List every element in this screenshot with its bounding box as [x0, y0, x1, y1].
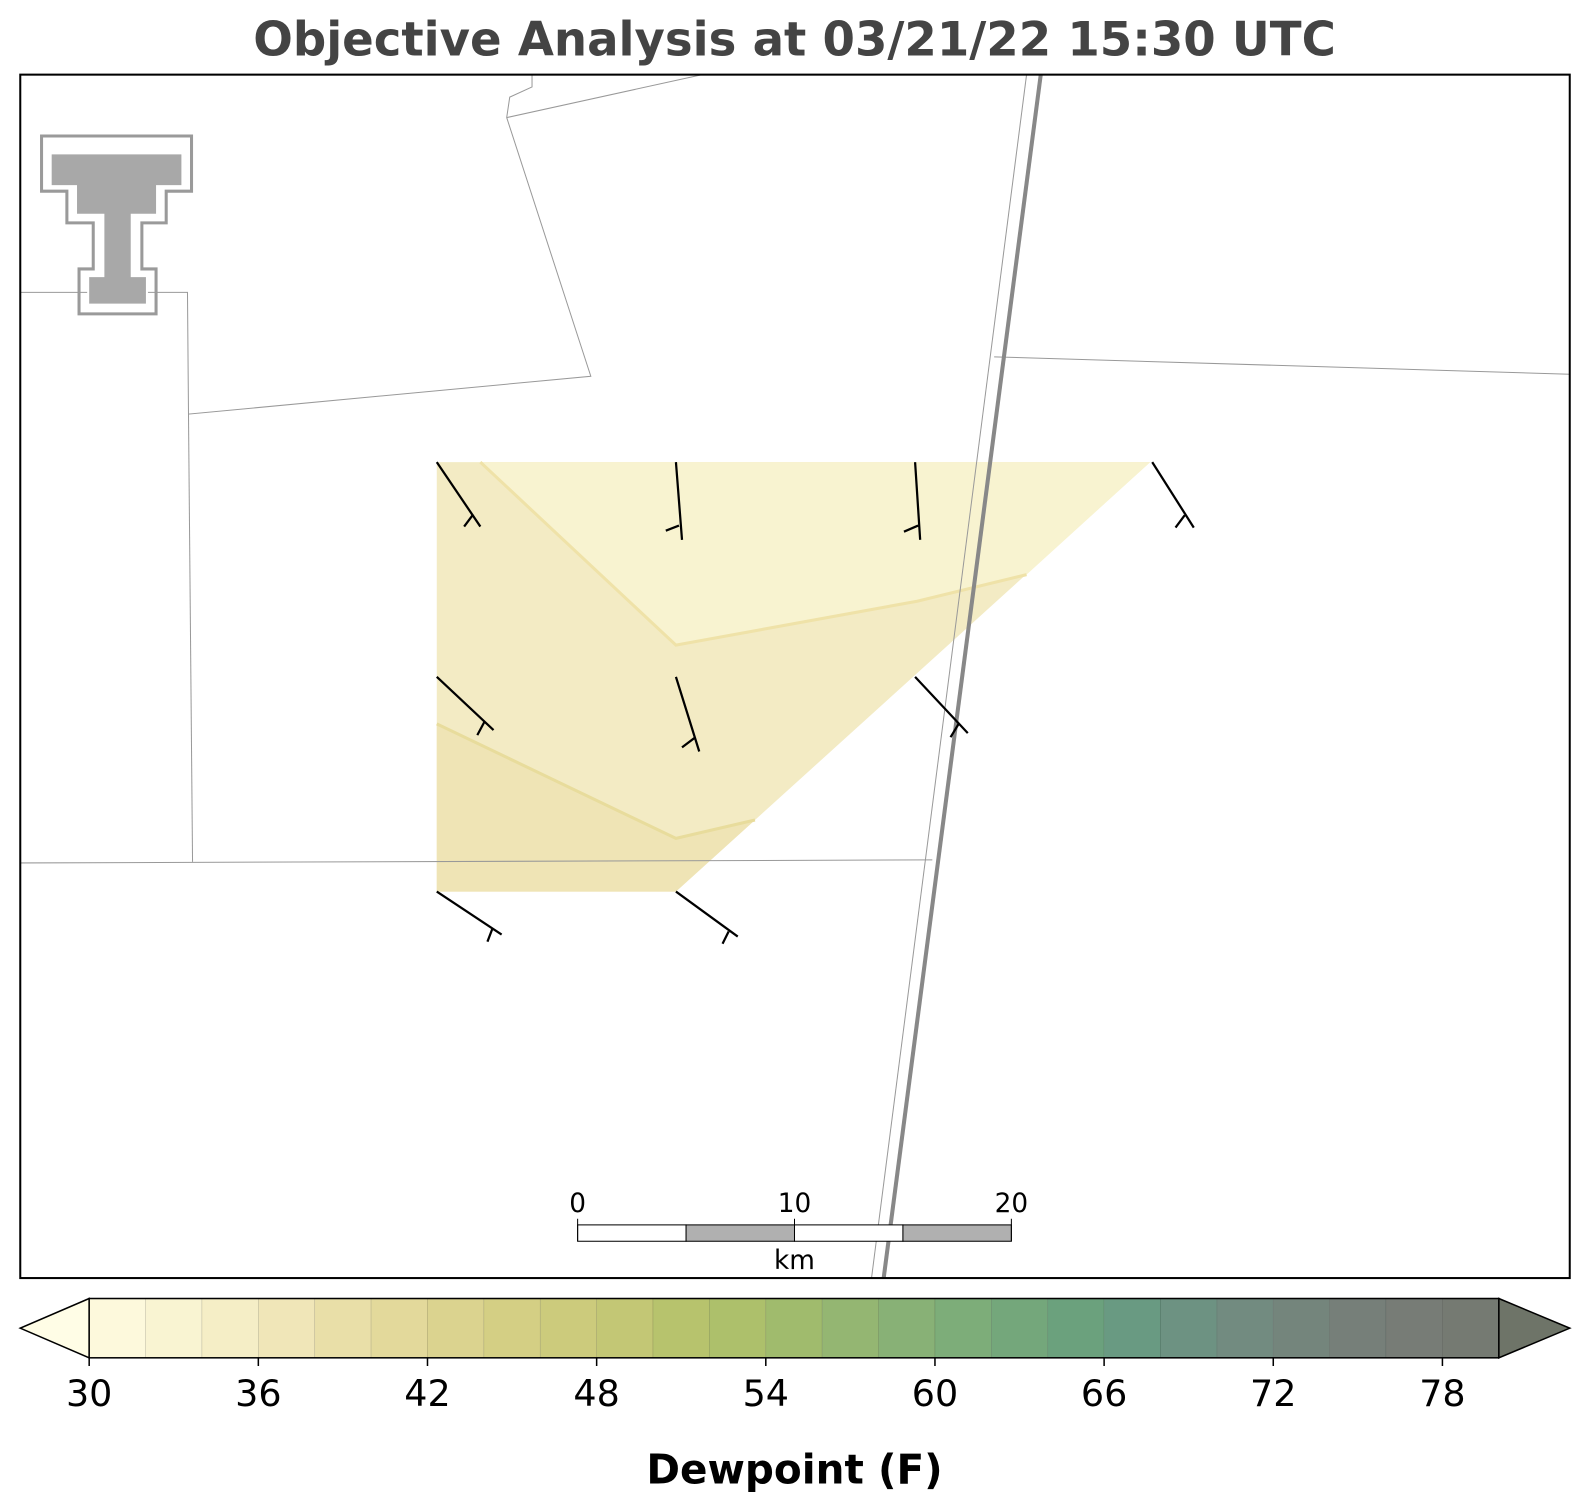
- colorbar-tick-label: 60: [912, 1372, 958, 1415]
- highway: [881, 74, 1043, 1279]
- colorbar-segment: [991, 1298, 1049, 1359]
- scale-tick-label: 0: [569, 1188, 586, 1219]
- scale-tick-label: 20: [995, 1188, 1029, 1219]
- colorbar-tick-label: 66: [1081, 1372, 1127, 1415]
- colorbar-segment: [258, 1298, 316, 1359]
- colorbar-tick-label: 48: [573, 1372, 619, 1415]
- colorbar-segment: [709, 1298, 767, 1359]
- wind-barb: [665, 462, 684, 540]
- colorbar-segment: [1442, 1298, 1500, 1359]
- colorbar-segment: [314, 1298, 372, 1359]
- scale-unit: km: [774, 1245, 815, 1276]
- logo-fill: [49, 152, 184, 306]
- colorbar-segment: [1216, 1298, 1274, 1359]
- colorbar-extend-low: [18, 1297, 90, 1359]
- colorbar-segment: [1329, 1298, 1387, 1359]
- colorbar-segment: [539, 1298, 597, 1359]
- colorbar-segment: [821, 1298, 879, 1359]
- colorbar-tick-label: 36: [235, 1372, 281, 1415]
- colorbar-segment: [1385, 1298, 1443, 1359]
- colorbar-segment: [1103, 1298, 1161, 1359]
- wind-barb: [435, 461, 482, 528]
- colorbar-segment: [652, 1298, 710, 1359]
- colorbar-segment: [201, 1298, 259, 1359]
- wind-barb: [436, 890, 503, 943]
- wind-barb: [1151, 461, 1195, 529]
- colorbar-segment: [878, 1298, 936, 1359]
- colorbar-tick-label: 30: [66, 1372, 112, 1415]
- colorbar-segment: [88, 1298, 146, 1359]
- scale-bar: 0 10 20 km: [569, 1188, 1028, 1276]
- colorbar-segment: [145, 1298, 203, 1359]
- colorbar-tick-label: 78: [1419, 1372, 1465, 1415]
- wind-barb: [436, 676, 495, 736]
- colorbar-segment: [1272, 1298, 1330, 1359]
- colorbar-segment: [483, 1298, 541, 1359]
- wind-barb: [914, 676, 969, 738]
- analysis-fill: [436, 461, 1151, 892]
- scale-segment: [902, 1224, 1012, 1242]
- logo: [40, 134, 194, 316]
- scale-tick-label: 10: [778, 1188, 812, 1219]
- colorbar-tick-label: 72: [1250, 1372, 1296, 1415]
- colorbar: 30 36 42 48 54 60 66 72 78: [18, 1297, 1572, 1415]
- colorbar-frame: [88, 1297, 1500, 1359]
- colorbar-segment: [427, 1298, 485, 1359]
- colorbar-segment: [1160, 1298, 1218, 1359]
- scale-segment: [685, 1224, 796, 1242]
- wind-barb: [674, 676, 701, 752]
- colorbar-segment: [370, 1298, 428, 1359]
- logo-outline: [40, 134, 194, 316]
- contour-line: [436, 722, 756, 841]
- contour-fill: [436, 723, 755, 892]
- colorbar-tick-label: 42: [404, 1372, 450, 1415]
- colorbar-segment: [596, 1298, 654, 1359]
- map-frame: [19, 73, 1571, 1280]
- title: Objective Analysis at 03/21/22 15:30 UTC: [253, 13, 1336, 67]
- county-lines: [20, 74, 1570, 1279]
- colorbar-segment: [1047, 1298, 1105, 1359]
- scale-segment: [577, 1224, 687, 1242]
- colorbar-label: Dewpoint (F): [646, 1445, 942, 1493]
- colorbar-segment: [765, 1298, 823, 1359]
- colorbar-extend-high: [1498, 1297, 1572, 1359]
- wind-barbs: [435, 461, 1195, 945]
- colorbar-segment: [934, 1298, 992, 1359]
- scale-segment: [793, 1224, 904, 1242]
- colorbar-tick-label: 54: [743, 1372, 789, 1415]
- wind-barb: [903, 462, 922, 540]
- wind-barb: [675, 890, 739, 945]
